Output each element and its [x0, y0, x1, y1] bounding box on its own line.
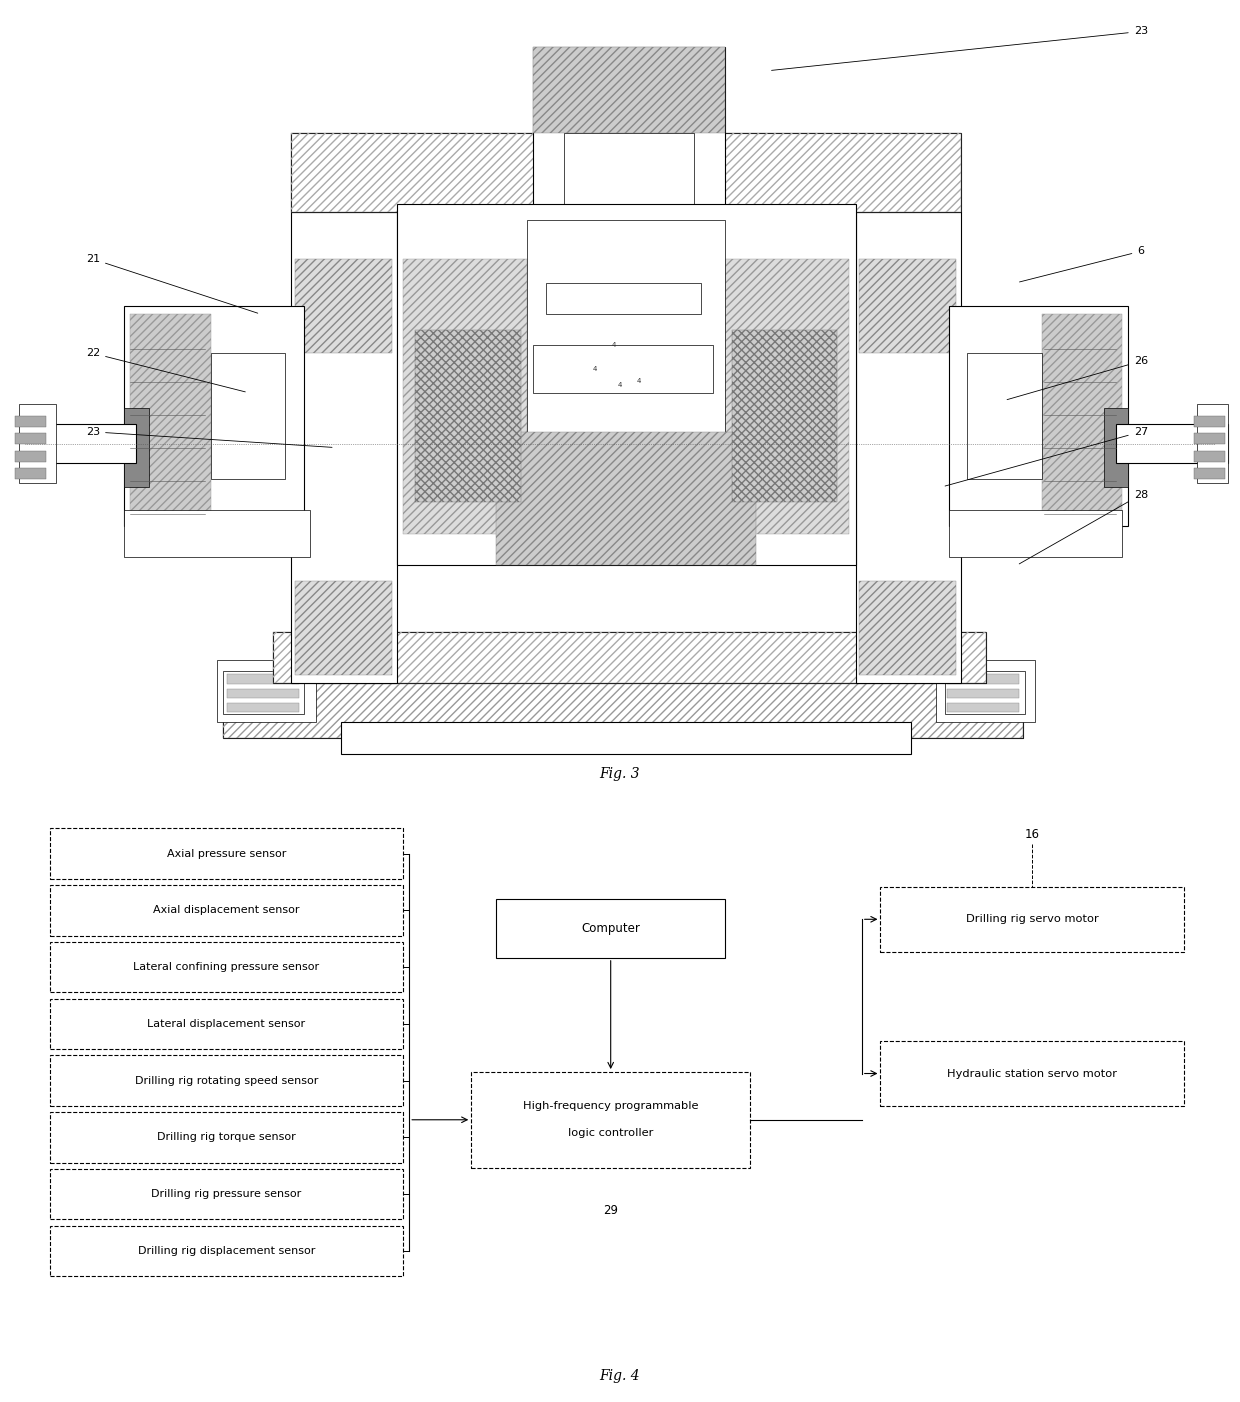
Bar: [211, 353, 285, 479]
Bar: [947, 702, 1019, 712]
Bar: [471, 1073, 750, 1168]
Bar: [403, 259, 527, 534]
Text: 4: 4: [636, 377, 641, 384]
Bar: [496, 899, 725, 958]
Text: 27: 27: [945, 426, 1148, 486]
Bar: [1194, 416, 1225, 428]
Bar: [945, 672, 1025, 715]
Bar: [880, 887, 1184, 952]
Bar: [223, 683, 1023, 737]
Bar: [496, 432, 756, 565]
Text: Fig. 3: Fig. 3: [600, 767, 640, 781]
Bar: [546, 283, 701, 314]
Text: 6: 6: [1019, 247, 1145, 282]
Bar: [50, 1056, 403, 1106]
Bar: [397, 205, 856, 565]
Bar: [223, 672, 304, 715]
Bar: [19, 404, 56, 482]
Bar: [533, 48, 725, 133]
Text: Drilling rig displacement sensor: Drilling rig displacement sensor: [138, 1246, 315, 1256]
Text: 22: 22: [86, 348, 246, 393]
Bar: [1042, 314, 1122, 519]
Bar: [15, 416, 46, 428]
Text: Hydraulic station servo motor: Hydraulic station servo motor: [947, 1068, 1117, 1078]
Bar: [124, 510, 310, 558]
Bar: [415, 329, 521, 502]
Bar: [1194, 433, 1225, 444]
Bar: [15, 468, 46, 479]
Bar: [50, 1169, 403, 1220]
Bar: [124, 408, 149, 486]
Bar: [533, 48, 725, 212]
Bar: [130, 314, 211, 519]
Bar: [50, 1112, 403, 1162]
Text: Computer: Computer: [582, 923, 640, 935]
Bar: [291, 212, 397, 683]
Bar: [533, 345, 713, 393]
Text: 28: 28: [1019, 489, 1148, 564]
Bar: [15, 433, 46, 444]
Text: Axial pressure sensor: Axial pressure sensor: [166, 848, 286, 858]
Bar: [273, 632, 986, 683]
Text: 21: 21: [86, 254, 258, 313]
Bar: [1104, 408, 1128, 486]
Text: 4: 4: [618, 381, 622, 388]
Text: 4: 4: [611, 342, 616, 349]
Text: Lateral displacement sensor: Lateral displacement sensor: [148, 1019, 305, 1029]
Text: Lateral confining pressure sensor: Lateral confining pressure sensor: [133, 962, 320, 972]
Bar: [527, 220, 725, 440]
Bar: [1194, 468, 1225, 479]
Bar: [1194, 450, 1225, 461]
Bar: [291, 133, 961, 212]
Bar: [227, 688, 299, 698]
Bar: [25, 423, 136, 463]
Text: Axial displacement sensor: Axial displacement sensor: [153, 906, 300, 916]
Text: Drilling rig torque sensor: Drilling rig torque sensor: [157, 1133, 295, 1143]
Bar: [947, 674, 1019, 684]
Bar: [564, 133, 694, 212]
Text: logic controller: logic controller: [568, 1129, 653, 1138]
Bar: [341, 722, 911, 754]
Text: Drilling rig rotating speed sensor: Drilling rig rotating speed sensor: [135, 1075, 317, 1085]
Text: Fig. 4: Fig. 4: [600, 1370, 640, 1384]
Bar: [50, 998, 403, 1049]
Bar: [880, 1042, 1184, 1106]
Bar: [947, 688, 1019, 698]
Text: High-frequency programmable: High-frequency programmable: [523, 1101, 698, 1112]
Bar: [227, 702, 299, 712]
Bar: [859, 259, 956, 353]
Bar: [227, 674, 299, 684]
Text: 26: 26: [1007, 356, 1148, 400]
Bar: [949, 306, 1128, 526]
Bar: [1116, 423, 1228, 463]
Bar: [936, 659, 1035, 722]
Bar: [856, 212, 961, 683]
Bar: [50, 829, 403, 879]
Bar: [859, 580, 956, 676]
Bar: [15, 450, 46, 461]
Bar: [50, 942, 403, 993]
Bar: [295, 580, 392, 676]
Bar: [50, 885, 403, 935]
Bar: [725, 259, 849, 534]
Bar: [291, 133, 961, 212]
Text: 29: 29: [603, 1204, 619, 1217]
Bar: [124, 306, 304, 526]
Text: 23: 23: [771, 27, 1148, 70]
Bar: [1197, 404, 1228, 482]
Text: 23: 23: [86, 426, 332, 447]
Bar: [217, 659, 316, 722]
Bar: [50, 1225, 403, 1276]
Bar: [273, 632, 986, 683]
Bar: [732, 329, 837, 502]
Text: Drilling rig pressure sensor: Drilling rig pressure sensor: [151, 1189, 301, 1199]
Bar: [967, 353, 1042, 479]
Text: 4: 4: [593, 366, 598, 372]
Bar: [949, 510, 1122, 558]
Bar: [223, 683, 1023, 737]
Bar: [295, 259, 392, 353]
Text: 16: 16: [1024, 829, 1040, 841]
Text: Drilling rig servo motor: Drilling rig servo motor: [966, 914, 1099, 924]
